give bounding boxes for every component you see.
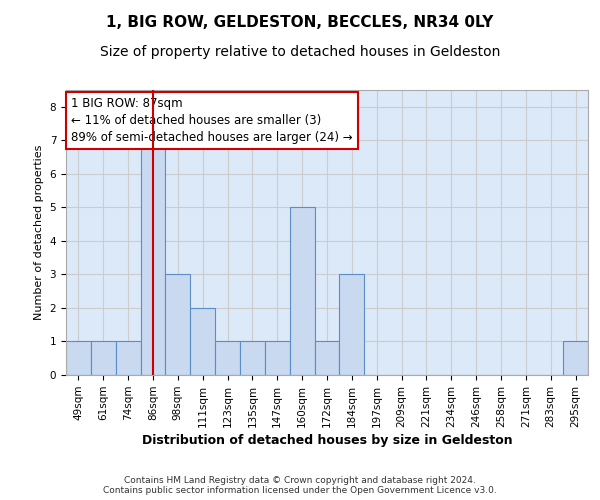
Bar <box>91 342 116 375</box>
Bar <box>140 107 166 375</box>
Bar <box>166 274 190 375</box>
Y-axis label: Number of detached properties: Number of detached properties <box>34 145 44 320</box>
Bar <box>116 342 140 375</box>
Bar <box>563 342 588 375</box>
Text: Contains HM Land Registry data © Crown copyright and database right 2024.
Contai: Contains HM Land Registry data © Crown c… <box>103 476 497 495</box>
Bar <box>66 342 91 375</box>
X-axis label: Distribution of detached houses by size in Geldeston: Distribution of detached houses by size … <box>142 434 512 447</box>
Text: 1, BIG ROW, GELDESTON, BECCLES, NR34 0LY: 1, BIG ROW, GELDESTON, BECCLES, NR34 0LY <box>106 15 494 30</box>
Bar <box>190 308 215 375</box>
Bar <box>240 342 265 375</box>
Bar <box>215 342 240 375</box>
Bar <box>290 208 314 375</box>
Bar <box>265 342 290 375</box>
Text: Size of property relative to detached houses in Geldeston: Size of property relative to detached ho… <box>100 45 500 59</box>
Text: 1 BIG ROW: 87sqm
← 11% of detached houses are smaller (3)
89% of semi-detached h: 1 BIG ROW: 87sqm ← 11% of detached house… <box>71 97 353 144</box>
Bar <box>340 274 364 375</box>
Bar <box>314 342 340 375</box>
